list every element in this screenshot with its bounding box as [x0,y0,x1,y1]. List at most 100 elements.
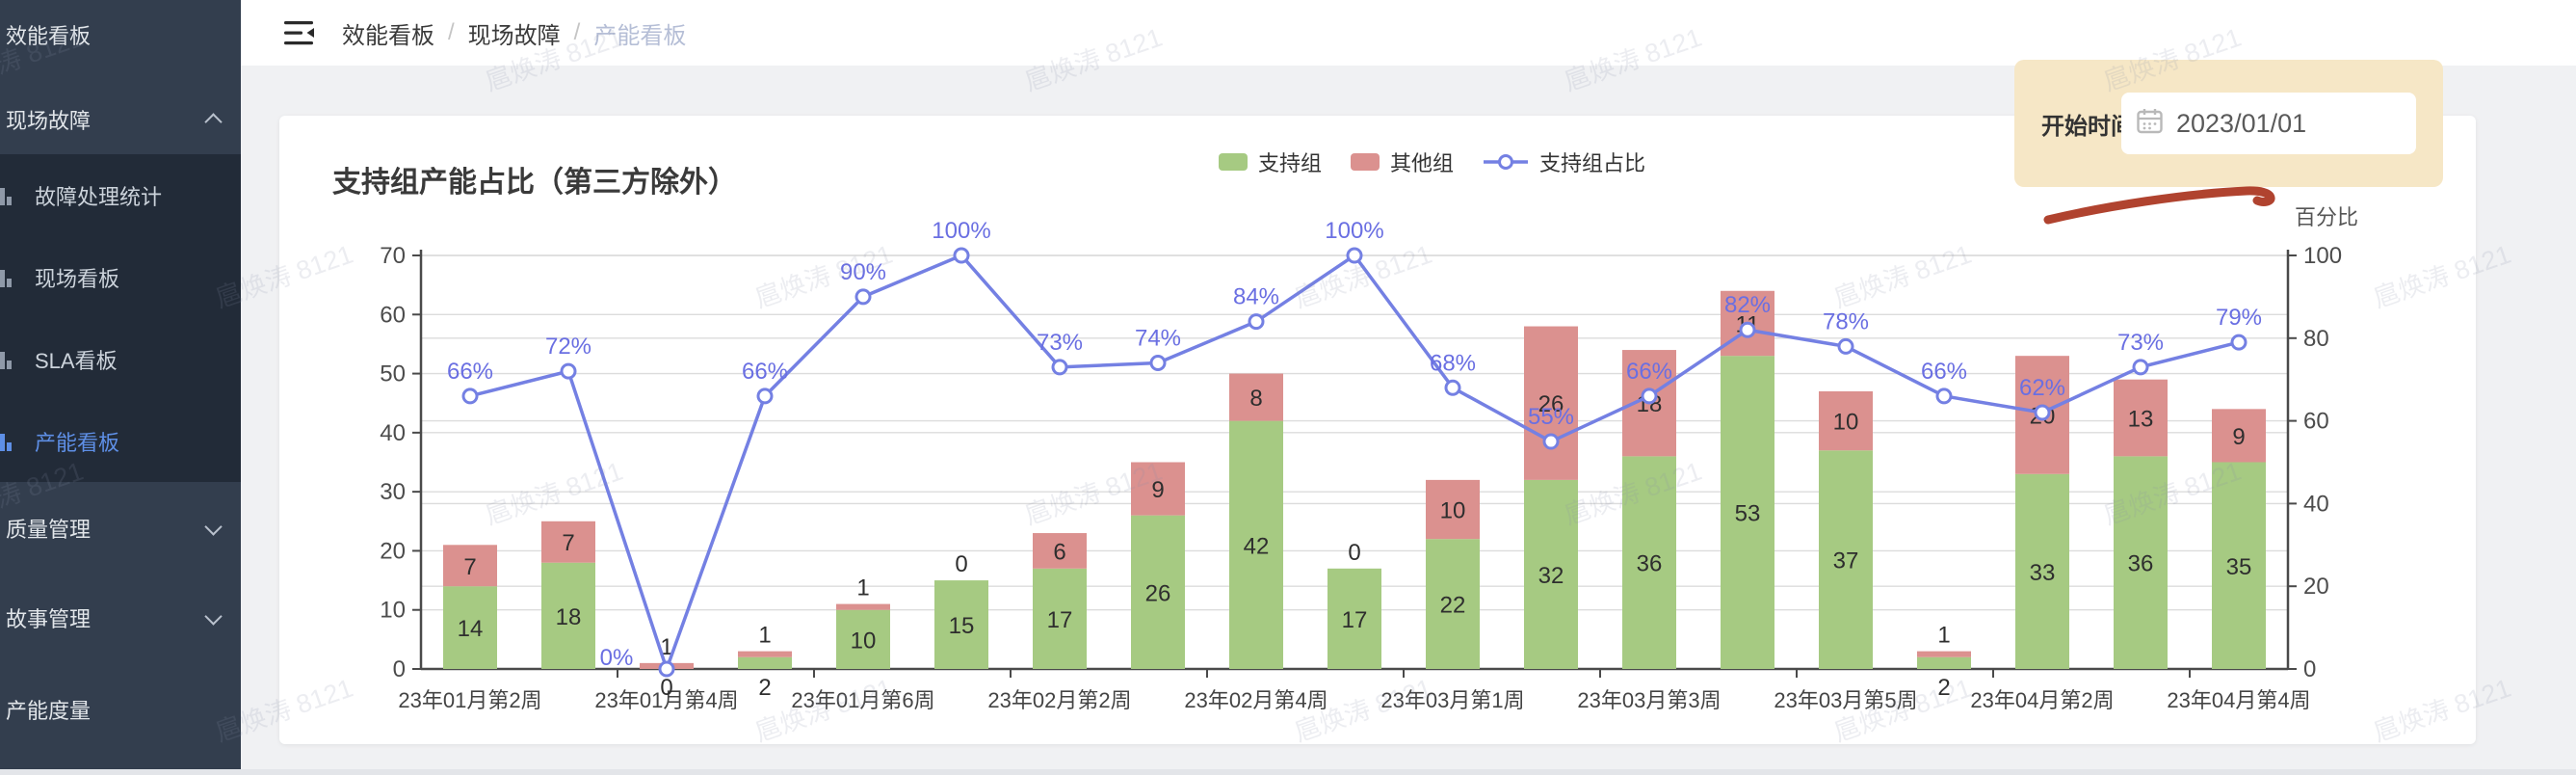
right-axis-label: 0 [2303,656,2316,682]
breadcrumb-item[interactable]: 效能看板 [342,22,434,49]
bar-segment-support[interactable] [1721,356,1774,669]
bar-segment-support[interactable] [1327,568,1381,669]
sidebar-item[interactable]: 质量管理 [0,501,241,555]
bar-segment-support[interactable] [443,586,497,669]
legend-entry[interactable]: 支持组占比 [1483,147,1645,177]
line-point[interactable] [658,660,675,678]
sidebar-item[interactable]: 效能看板 [0,8,241,62]
bar-value-label-support: 10 [851,628,877,654]
legend-label: 支持组 [1258,151,1323,175]
line-point[interactable] [1051,359,1068,376]
sidebar-subitem[interactable]: SLA看板 [0,318,241,400]
bar-segment-support[interactable] [2212,462,2266,670]
bar-value-label-others: 1 [660,634,672,660]
chart-card: 支持组产能占比（第三方除外） 支持组 其他组 支持组占比 百分比 0 10 20 30 4… [279,116,2476,744]
bar-segment-others[interactable] [1917,651,1971,657]
line-point[interactable] [2034,404,2051,421]
bar-segment-support[interactable] [1622,456,1676,669]
x-axis-category-label: 23年03月第5周 [1774,688,1917,712]
pct-label: 66% [447,359,493,385]
bar-segment-others[interactable] [2114,379,2168,457]
bar-segment-support[interactable] [1819,450,1873,669]
sidebar: 故障处理统计 现场看板 SLA看板 产能看板 效能看板现场故障质量管理故事管理产… [0,0,241,775]
line-point[interactable] [1444,379,1461,396]
pct-label: 55% [1528,404,1574,430]
line-point[interactable] [756,388,774,405]
right-axis-label: 40 [2303,491,2329,517]
sidebar-subitem[interactable]: 现场看板 [0,236,241,318]
line-point[interactable] [2230,334,2247,351]
bar-segment-support[interactable] [2114,456,2168,669]
menu-fold-icon[interactable] [284,20,315,51]
line-point[interactable] [1248,313,1265,331]
bar-segment-others[interactable] [443,545,497,587]
left-axis-label: 0 [393,656,406,682]
bar-segment-others[interactable] [836,603,890,610]
bar-value-label-support: 53 [1735,501,1761,527]
legend-entry[interactable]: 支持组 [1219,147,1322,177]
bar-segment-support[interactable] [1033,568,1087,669]
bar-value-label-others: 1 [758,623,771,649]
bar-segment-others[interactable] [2212,409,2266,463]
bar-value-label-support: 35 [2226,554,2252,580]
date-input[interactable]: 2023/01/01 [2121,93,2416,154]
line-point[interactable] [1542,433,1560,450]
bar-segment-others[interactable] [1131,462,1185,516]
line-point[interactable] [953,247,970,264]
sidebar-subitem[interactable]: 产能看板 [0,400,241,482]
legend-label: 支持组占比 [1539,151,1646,175]
left-axis-label: 20 [380,538,406,564]
bar-segment-support[interactable] [1524,479,1578,669]
line-point[interactable] [1346,247,1363,264]
breadcrumb-item[interactable]: 现场故障 [467,22,561,49]
bar-segment-support[interactable] [1229,420,1283,669]
chevron-down-icon [204,517,223,536]
bar-segment-support[interactable] [836,609,890,669]
bar-segment-support[interactable] [1917,656,1971,669]
right-axis-label: 100 [2303,243,2342,269]
bar-segment-others[interactable] [738,651,792,657]
x-axis-category-label: 23年04月第2周 [1970,688,2114,712]
line-point[interactable] [1149,355,1167,372]
bar-value-label-support: 42 [1244,533,1270,559]
sidebar-subitem[interactable]: 故障处理统计 [0,154,241,236]
bar-segment-support[interactable] [738,656,792,669]
line-point[interactable] [1935,388,1953,405]
bar-segment-support[interactable] [1131,515,1185,669]
bar-segment-others[interactable] [1229,373,1283,421]
pct-label: 100% [932,218,990,244]
bar-segment-others[interactable] [1819,390,1873,451]
sidebar-item[interactable]: 产能度量 [0,682,241,736]
line-point[interactable] [1739,321,1756,338]
bar-value-label-others: 13 [2128,407,2154,433]
bar-segment-support[interactable] [2015,473,2069,669]
bar-segment-support[interactable] [541,562,595,669]
line-point[interactable] [854,288,872,306]
bar-value-label-others: 9 [1151,477,1164,503]
right-axis-label: 80 [2303,326,2329,352]
sidebar-subitem-label: 产能看板 [35,430,120,455]
legend-entry[interactable]: 其他组 [1351,147,1454,177]
legend-label: 其他组 [1390,151,1455,175]
sidebar-item-label: 效能看板 [6,24,92,48]
sidebar-item[interactable]: 现场故障 [0,93,241,147]
bar-value-label-support: 32 [1538,563,1564,589]
bar-segment-support[interactable] [1426,539,1480,669]
bar-value-label-others: 6 [1053,539,1065,565]
line-point[interactable] [1837,337,1854,355]
bar-segment-others[interactable] [541,521,595,563]
bar-segment-others[interactable] [1524,326,1578,480]
bar-value-label-others: 7 [463,554,476,580]
bar-segment-others[interactable] [1426,479,1480,540]
bar-value-label-others: 10 [1833,410,1859,436]
bar-segment-support[interactable] [934,580,988,669]
chart-legend: 支持组 其他组 支持组占比 [1219,147,1645,177]
line-point[interactable] [461,388,479,405]
line-point[interactable] [1641,388,1658,405]
chevron-up-icon [204,112,223,131]
bar-segment-others[interactable] [1033,533,1087,569]
line-point[interactable] [560,362,577,380]
sidebar-item[interactable]: 故事管理 [0,591,241,645]
line-point[interactable] [2132,359,2149,376]
sidebar-item-label: 现场故障 [6,109,92,133]
